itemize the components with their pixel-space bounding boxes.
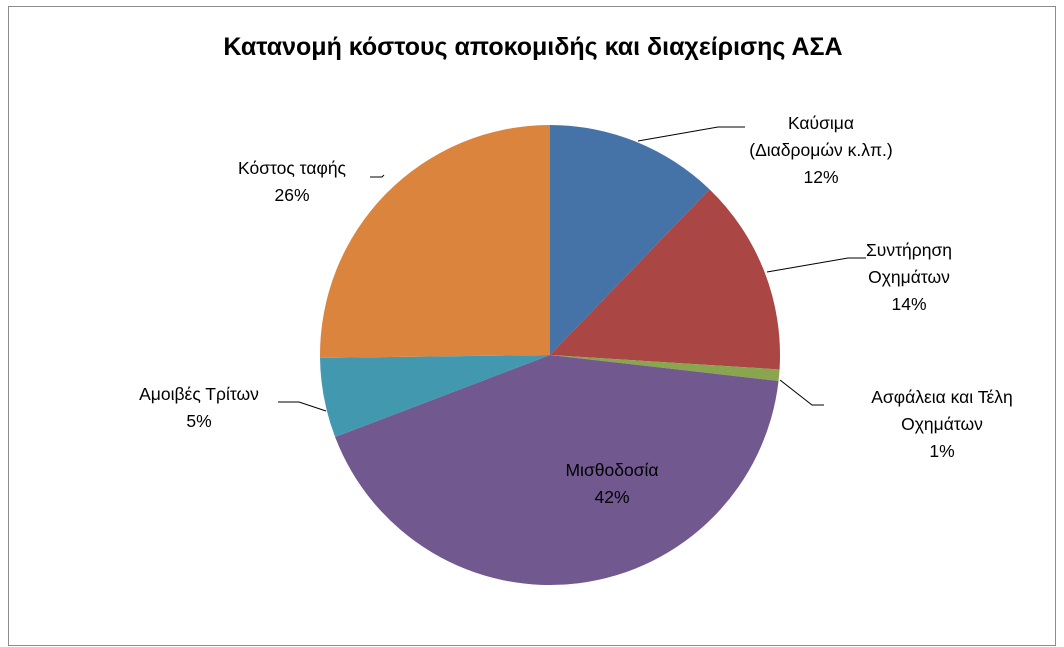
leader-line-6 bbox=[370, 174, 385, 178]
leader-line-3 bbox=[779, 379, 824, 406]
data-label-1: Καύσιμα (Διαδρομών κ.λπ.) 12% bbox=[749, 113, 892, 187]
pie-slice-6 bbox=[320, 125, 550, 358]
pie-slice-5 bbox=[320, 355, 550, 437]
data-label-5: Αμοιβές Τρίτων 5% bbox=[139, 384, 259, 431]
pie-chart: Καύσιμα (Διαδρομών κ.λπ.) 12% Συντήρηση Οχημ… bbox=[139, 113, 1013, 586]
data-label-4: Μισθοδοσία 42% bbox=[565, 460, 658, 507]
chart-title: Κατανομή κόστους αποκομιδής και διαχείρι… bbox=[223, 33, 843, 61]
pie-slice-1 bbox=[550, 125, 710, 355]
pie-slices bbox=[320, 125, 781, 586]
data-label-2: Συντήρηση Οχημάτων 14% bbox=[866, 240, 952, 314]
leader-line-5 bbox=[278, 401, 327, 412]
data-label-3: Ασφάλεια και Τέλη Οχημάτων 1% bbox=[871, 387, 1013, 461]
data-label-6: Κόστος ταφής 26% bbox=[238, 158, 346, 205]
pie-slice-2 bbox=[550, 189, 781, 370]
pie-labels: Καύσιμα (Διαδρομών κ.λπ.) 12% Συντήρηση Οχημ… bbox=[139, 113, 1013, 507]
chart-area: Κατανομή κόστους αποκομιδής και διαχείρι… bbox=[8, 6, 1056, 646]
pie-slice-3 bbox=[550, 355, 780, 381]
leader-line-2 bbox=[766, 257, 866, 273]
leader-line-1 bbox=[637, 126, 745, 142]
pie-slice-4 bbox=[335, 355, 779, 586]
